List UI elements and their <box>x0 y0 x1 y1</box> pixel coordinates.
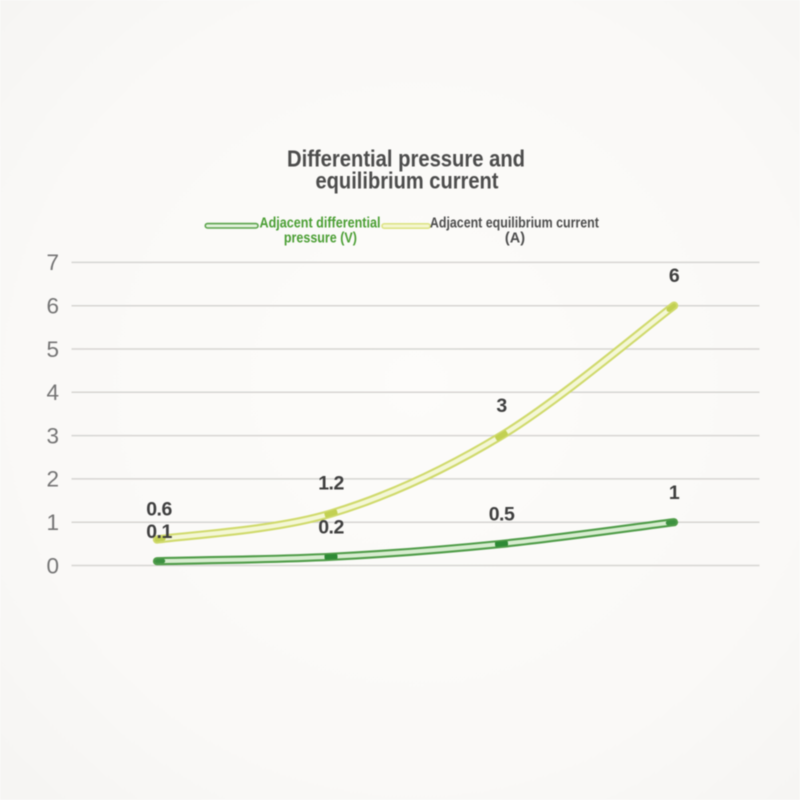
svg-text:3: 3 <box>46 423 59 448</box>
svg-text:5: 5 <box>46 337 59 362</box>
svg-text:6: 6 <box>46 294 59 319</box>
svg-text:1: 1 <box>46 510 59 535</box>
svg-text:0.1: 0.1 <box>146 521 172 543</box>
svg-text:7: 7 <box>46 250 59 275</box>
svg-text:0.6: 0.6 <box>146 499 172 521</box>
svg-text:4: 4 <box>46 380 59 405</box>
svg-text:Adjacent differential: Adjacent differential <box>260 216 381 232</box>
svg-text:3: 3 <box>496 395 507 417</box>
svg-text:0.2: 0.2 <box>318 517 344 539</box>
svg-text:0: 0 <box>46 553 59 578</box>
svg-text:2: 2 <box>46 467 59 492</box>
svg-text:pressure (V): pressure (V) <box>284 231 357 247</box>
svg-text:Differential pressure and: Differential pressure and <box>287 146 525 172</box>
svg-text:6: 6 <box>669 265 680 287</box>
svg-text:equilibrium current: equilibrium current <box>316 168 499 194</box>
svg-text:1: 1 <box>669 482 680 504</box>
svg-text:1.2: 1.2 <box>318 473 344 495</box>
svg-text:0.5: 0.5 <box>489 504 515 526</box>
svg-text:(A): (A) <box>505 231 525 247</box>
svg-text:Adjacent equilibrium current: Adjacent equilibrium current <box>430 216 599 232</box>
